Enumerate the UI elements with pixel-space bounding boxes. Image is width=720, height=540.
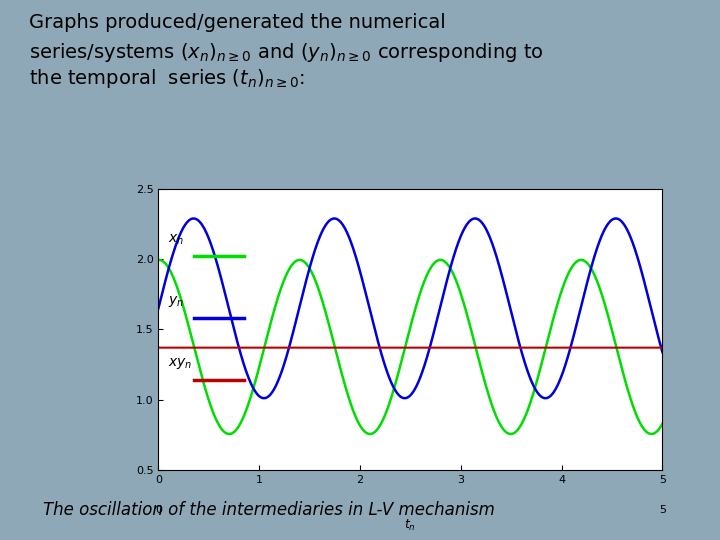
Text: $x_n$: $x_n$ [168,232,184,247]
X-axis label: $t_n$: $t_n$ [405,518,416,533]
Text: $xy_n$: $xy_n$ [168,356,193,370]
Text: series/systems $(x_n)_{n\geq 0}$ and $(y_n)_{n\geq 0}$ corresponding to: series/systems $(x_n)_{n\geq 0}$ and $(y… [29,40,544,64]
Text: the temporal  series $(t_n)_{n\geq 0}$:: the temporal series $(t_n)_{n\geq 0}$: [29,68,305,91]
Text: $y_n$: $y_n$ [168,294,184,309]
Text: Graphs produced/generated the numerical: Graphs produced/generated the numerical [29,14,446,32]
Text: The oscillation of the intermediaries in L-V mechanism: The oscillation of the intermediaries in… [43,501,495,519]
